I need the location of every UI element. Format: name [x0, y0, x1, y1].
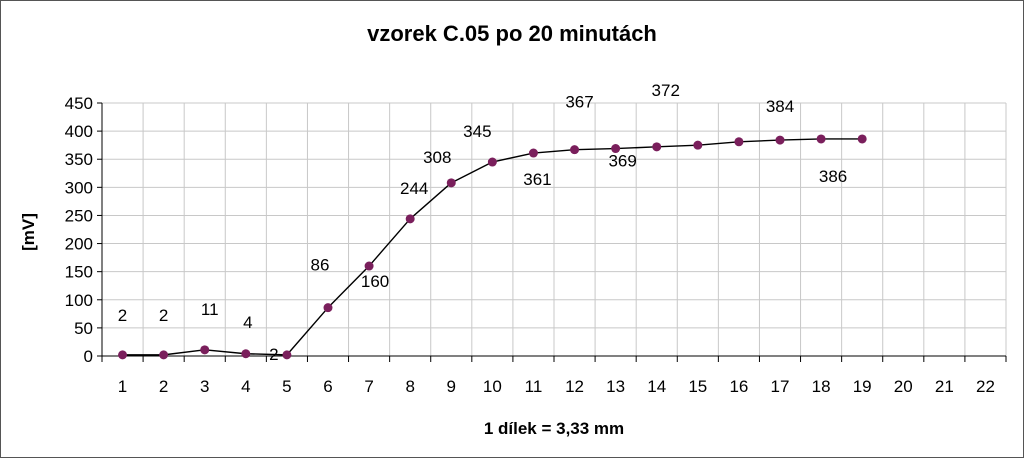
- data-point: [816, 134, 826, 144]
- data-point: [652, 142, 662, 152]
- x-tick-label: 21: [935, 377, 954, 396]
- x-tick-label: 3: [200, 377, 209, 396]
- grid: [101, 102, 1007, 357]
- data-point: [446, 178, 456, 188]
- x-tick-label: 11: [525, 377, 543, 396]
- data-label: 2: [159, 306, 168, 325]
- x-tick-label: 7: [364, 377, 373, 396]
- x-tick-label: 15: [688, 377, 707, 396]
- data-point: [775, 135, 785, 145]
- data-point: [693, 140, 703, 150]
- y-tick-label: 450: [65, 94, 93, 113]
- data-point: [734, 137, 744, 147]
- series-line-path: [122, 138, 863, 356]
- x-tick-labels: 1 2 3 4 5 6 7 8 9 10 11 12 13 14 15 16 17 18 19 20 21 22: [118, 377, 995, 396]
- y-tick-label: 400: [65, 122, 93, 141]
- y-tick-labels: 0 50 100 150 200 250 300 350 400 450: [65, 94, 93, 366]
- y-tick-label: 350: [65, 150, 93, 169]
- x-tick-label: 20: [894, 377, 913, 396]
- x-tick-label: 18: [812, 377, 831, 396]
- x-tick-label: 12: [565, 377, 584, 396]
- data-label: 345: [463, 122, 491, 141]
- x-tick-label: 13: [606, 377, 625, 396]
- y-tick-label: 200: [65, 235, 93, 254]
- data-label: 308: [423, 148, 451, 167]
- data-point: [323, 303, 333, 313]
- data-label: 244: [400, 179, 428, 198]
- x-tick-label: 9: [447, 377, 456, 396]
- x-tick-label: 14: [647, 377, 666, 396]
- x-tick-label: 2: [159, 377, 168, 396]
- y-tick-label: 100: [65, 291, 93, 310]
- data-label: 11: [201, 300, 219, 319]
- data-point: [405, 214, 415, 224]
- data-label: 361: [523, 170, 551, 189]
- y-tick-label: 0: [84, 347, 93, 366]
- data-point: [282, 350, 292, 360]
- y-tick-label: 250: [65, 206, 93, 225]
- x-tick-label: 16: [729, 377, 748, 396]
- data-point: [857, 134, 867, 144]
- data-label: 369: [608, 152, 636, 171]
- x-tick-label: 8: [405, 377, 414, 396]
- x-tick-label: 5: [282, 377, 291, 396]
- data-point: [364, 261, 374, 271]
- data-point: [611, 144, 621, 154]
- x-tick-label: 22: [976, 377, 995, 396]
- x-axis-label: 1 dílek = 3,33 mm: [484, 419, 624, 438]
- data-label: 4: [243, 313, 252, 332]
- data-label: 160: [361, 272, 389, 291]
- x-tick-label: 10: [483, 377, 502, 396]
- data-point: [487, 157, 497, 167]
- x-tick-label: 19: [853, 377, 872, 396]
- chart-title: vzorek C.05 po 20 minutách: [367, 21, 657, 46]
- data-point: [200, 345, 210, 355]
- y-tick-label: 300: [65, 178, 93, 197]
- series-line: [122, 138, 863, 356]
- data-label: 367: [565, 93, 593, 112]
- x-tick-label: 4: [241, 377, 250, 396]
- data-point: [570, 145, 580, 155]
- data-label: 384: [766, 97, 794, 116]
- axes: [97, 102, 1007, 362]
- y-axis-label: [mV]: [19, 213, 38, 251]
- data-label: 372: [652, 81, 680, 100]
- data-point: [528, 148, 538, 158]
- data-points: [118, 134, 867, 360]
- data-label: 86: [311, 256, 330, 275]
- data-label: 386: [819, 167, 847, 186]
- data-point: [241, 349, 251, 359]
- y-tick-label: 50: [74, 319, 93, 338]
- data-label: 2: [118, 306, 127, 325]
- y-tick-label: 150: [65, 263, 93, 282]
- data-point: [118, 350, 128, 360]
- data-label: 2: [269, 345, 278, 364]
- x-tick-label: 6: [323, 377, 332, 396]
- x-tick-label: 1: [118, 377, 127, 396]
- x-tick-label: 17: [771, 377, 790, 396]
- data-point: [159, 350, 169, 360]
